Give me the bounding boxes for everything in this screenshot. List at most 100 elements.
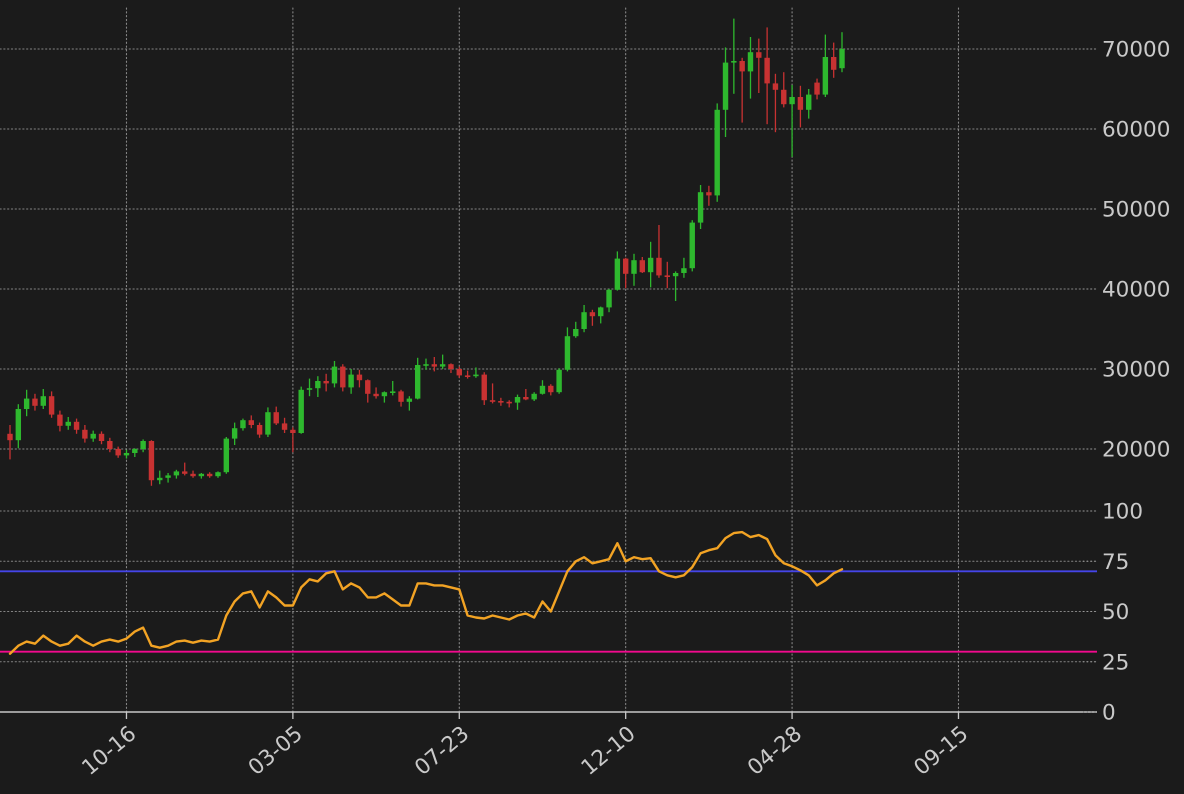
candle-body-down [706,192,712,196]
candle-body-up [240,420,246,429]
candle-body-up [390,391,396,393]
candle-body-up [514,397,521,403]
rsi-axis-label: 25 [1102,650,1129,675]
candle-body-up [231,428,238,439]
candle-body-down [797,97,804,110]
candle-body-up [531,393,537,400]
candle-body-up [198,473,205,477]
candle-body-up [747,52,754,72]
candle-body-down [48,396,55,415]
candle-body-down [739,61,745,72]
candle-body-up [573,329,579,337]
rsi-axis-label: 0 [1102,701,1116,726]
candle-body-down [498,401,504,403]
candle-body-up [806,94,812,110]
candle-body-up [173,471,180,476]
candle-body-up [439,364,446,367]
candle-body-down [356,374,363,381]
candle-body-up [423,364,429,366]
candle-body-down [548,385,554,393]
rsi-axis-label: 50 [1102,600,1129,625]
candle-body-down [340,366,346,388]
candle-body-up [406,398,413,402]
candle-body-up [23,398,30,409]
candle-body-up [672,273,679,277]
rsi-axis-label: 75 [1102,550,1129,575]
candle-body-down [57,414,63,426]
candle-body-down [206,473,213,477]
candle-body-down [431,364,438,367]
candle-body-down [639,260,646,273]
candle-body-down [190,473,196,477]
price-axis-label: 70000 [1102,38,1170,63]
candle-body-up [298,389,304,433]
candle-body-up [381,392,388,397]
candle-body-up [15,409,22,441]
candle-body-up [306,388,313,390]
candle-body-up [598,307,604,317]
price-axis-label: 60000 [1102,118,1170,143]
candle-body-up [265,412,271,435]
candle-body-down [772,83,779,90]
candle-body-up [839,49,845,69]
candle-body-up [90,433,96,439]
candle-body-up [556,369,562,393]
price-axis-label: 20000 [1102,438,1170,463]
candle-body-down [448,364,454,369]
candle-body-down [281,423,288,430]
candle-body-up [681,268,687,273]
candle-body-up [731,61,737,63]
candle-body-down [148,441,155,481]
rsi-axis-label: 100 [1102,500,1143,525]
gridlines [0,7,1098,713]
candle-body-down [481,374,487,401]
candle-body-down [7,433,13,441]
candle-body-down [73,421,80,430]
candle-body-up [140,441,146,449]
candle-body-up [348,374,354,388]
candle-body-down [115,449,121,456]
candle-body-down [256,425,263,435]
candle-body-down [273,412,279,424]
candle-body-up [581,312,587,329]
candle-body-down [830,57,837,70]
candle-body-down [506,401,512,404]
candle-body-down [323,381,329,384]
candle-body-down [781,89,787,105]
candle-body-up [714,109,720,196]
candle-body-up [647,257,654,273]
candle-body-up [789,97,795,105]
candle-body-down [664,275,670,277]
candle-body-down [82,429,88,439]
candle-body-up [65,421,71,426]
candle-body-down [248,420,254,425]
candle-body-down [764,57,770,84]
candle-body-up [722,62,729,110]
candle-body-up [564,336,571,370]
candle-body-down [182,471,188,474]
candle-body-down [107,441,113,449]
rsi-line [8,530,844,655]
candle-body-down [32,398,38,406]
candle-body-down [814,82,820,95]
candle-body-down [756,52,762,58]
candle-body-up [331,366,338,384]
candle-body-down [290,429,296,433]
candle-body-down [622,258,629,274]
candle-body-down [398,391,404,402]
candle-body-down [456,369,462,376]
candle-body-up [157,477,163,481]
candle-body-up [631,260,637,274]
price-axis-label: 40000 [1102,278,1170,303]
candle-body-up [215,472,221,477]
candlesticks [7,18,845,486]
candle-body-down [365,380,371,394]
candle-body-down [98,433,105,441]
candle-body-up [822,57,829,95]
candle-body-up [606,289,612,308]
candle-body-up [473,374,479,377]
candle-body-up [123,453,130,456]
